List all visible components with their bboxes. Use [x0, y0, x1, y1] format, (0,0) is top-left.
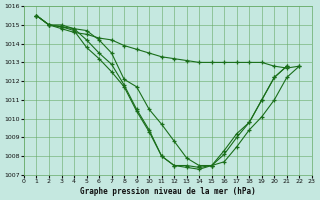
- X-axis label: Graphe pression niveau de la mer (hPa): Graphe pression niveau de la mer (hPa): [80, 187, 256, 196]
